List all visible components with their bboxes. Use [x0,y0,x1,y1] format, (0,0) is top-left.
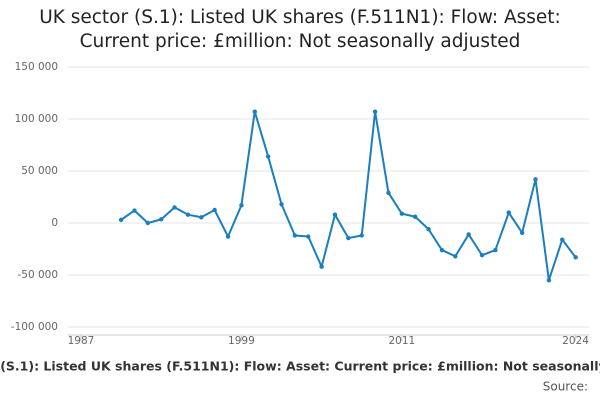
point [239,203,244,208]
point [265,154,271,159]
line [120,110,577,282]
point [332,212,338,217]
point [158,217,164,222]
x-tick-label: 1999 [228,335,255,347]
point [359,233,364,238]
point [399,211,405,216]
point [479,253,485,258]
y-tick-label: 150 000 [15,61,58,73]
point [252,109,257,114]
point [573,255,578,260]
point [466,232,471,237]
point [426,227,431,232]
x-tick-label: 2024 [562,335,589,347]
point [546,278,552,283]
y-tick-label: 0 [51,217,58,229]
y-tick-label: -50 000 [17,269,58,281]
point [346,235,351,241]
point [506,210,511,215]
point [413,214,418,219]
point [292,233,298,238]
point [145,220,151,226]
point [372,109,378,114]
point [519,230,525,236]
point [132,208,137,213]
y-tick-label: 50 000 [21,165,58,177]
point [118,217,124,223]
point [172,205,177,210]
source: Source: [543,380,588,394]
point [533,177,538,182]
point [199,215,204,220]
chart-title: UK sector (S.1): Listed UK shares (F.511… [39,7,561,52]
x-axis-label: UK sector (S.1): Listed UK shares (F.511… [0,359,600,374]
x-tick-label: 1987 [68,335,95,347]
point [439,247,445,253]
point [319,264,324,269]
x-tick-label: 2011 [388,335,415,347]
point [212,207,217,213]
point [386,190,391,196]
y-tick-label: 100 000 [15,113,58,125]
y-tick-label: -100 000 [11,321,58,333]
point [560,237,565,242]
point [493,247,498,253]
point [279,202,284,207]
point [185,212,191,217]
point [225,234,231,239]
point [453,254,458,259]
point [306,234,311,239]
